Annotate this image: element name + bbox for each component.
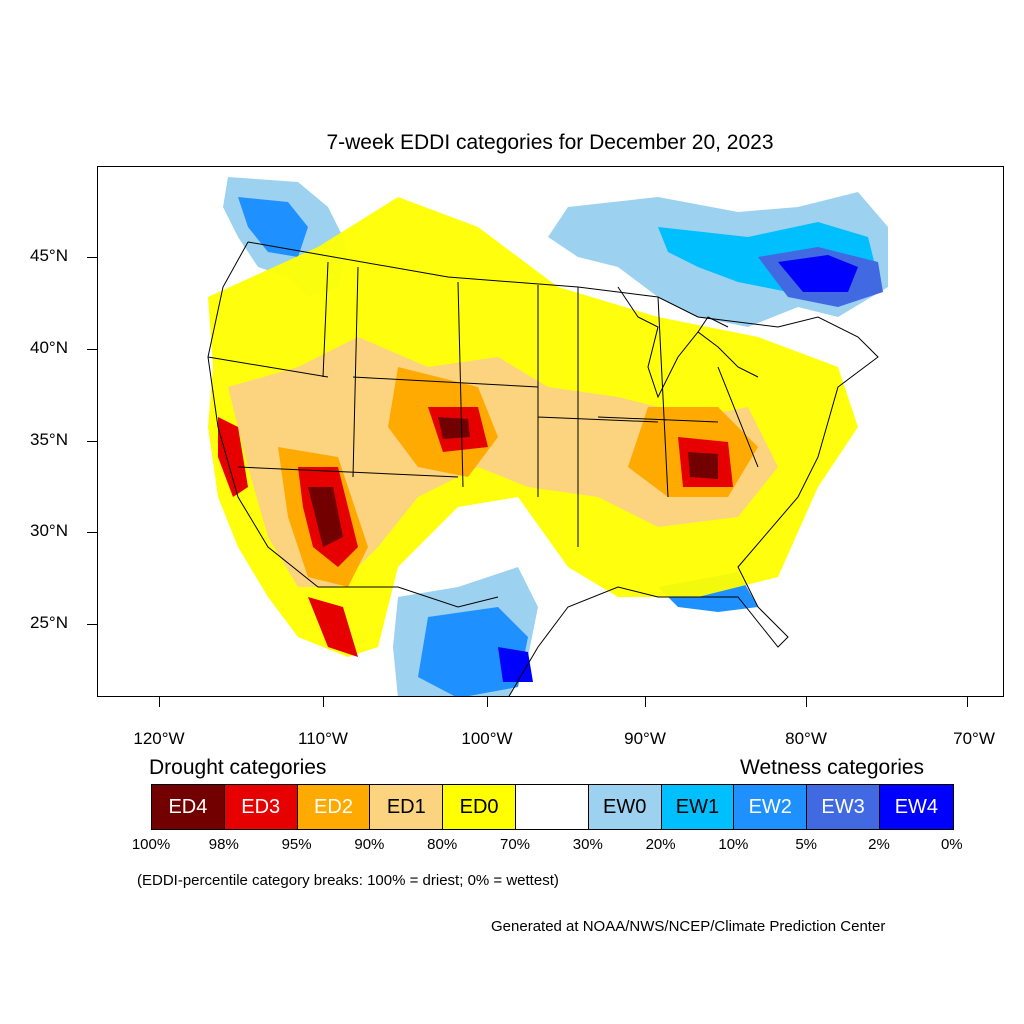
eddi-map bbox=[97, 166, 1004, 697]
map-canvas bbox=[207, 177, 888, 696]
percent-break-label: 80% bbox=[427, 836, 458, 853]
conus-outline bbox=[207, 241, 879, 696]
map-title: 7-week EDDI categories for December 20, … bbox=[326, 131, 774, 154]
ed3-baja bbox=[308, 597, 358, 657]
legend-box-neutral bbox=[515, 785, 589, 829]
lon-tick-110 bbox=[323, 697, 324, 707]
lon-label-70: 70°W bbox=[953, 729, 995, 748]
percent-break-label: 70% bbox=[499, 836, 531, 853]
lat-tick-35 bbox=[87, 441, 97, 442]
lon-tick-70 bbox=[967, 697, 968, 707]
legend-box-ew4: EW4 bbox=[879, 785, 953, 829]
ed4-kansas bbox=[438, 417, 470, 439]
lat-label-45: 45°N bbox=[30, 246, 68, 265]
percent-break-label: 30% bbox=[572, 836, 603, 853]
ed3-california bbox=[218, 417, 248, 497]
drought-regions bbox=[208, 197, 858, 657]
lon-label-80: 80°W bbox=[785, 729, 827, 748]
ed1-central bbox=[228, 337, 778, 587]
lon-label-110: 110°W bbox=[298, 729, 348, 748]
wetness-categories-title: Wetness categories bbox=[740, 756, 925, 779]
credit-line: Generated at NOAA/NWS/NCEP/Climate Predi… bbox=[491, 918, 886, 935]
legend-box-ed4: ED4 bbox=[152, 785, 225, 829]
percent-break-label: 100% bbox=[131, 836, 171, 853]
lat-tick-40 bbox=[87, 349, 97, 350]
legend-box-ew3: EW3 bbox=[807, 785, 880, 829]
percent-break-label: 95% bbox=[281, 836, 312, 853]
northeast-wet-ew4 bbox=[778, 255, 858, 292]
drought-categories-title: Drought categories bbox=[149, 756, 327, 779]
ed4-kentucky bbox=[688, 452, 718, 479]
borders bbox=[207, 241, 879, 696]
lat-label-30: 30°N bbox=[30, 521, 68, 540]
lon-tick-80 bbox=[806, 697, 807, 707]
lon-tick-100 bbox=[487, 697, 488, 707]
lon-label-90: 90°W bbox=[624, 729, 666, 748]
percent-break-label: 98% bbox=[208, 836, 239, 853]
category-note: (EDDI-percentile category breaks: 100% =… bbox=[137, 872, 559, 889]
legend-box-ed2: ED2 bbox=[297, 785, 371, 829]
lon-label-100: 100°W bbox=[461, 729, 513, 748]
legend-box-ed0: ED0 bbox=[443, 785, 516, 829]
legend-box-ew2: EW2 bbox=[734, 785, 808, 829]
percent-break-label: 10% bbox=[718, 836, 749, 853]
percent-break-label: 90% bbox=[354, 836, 385, 853]
lon-tick-120 bbox=[159, 697, 160, 707]
lon-tick-90 bbox=[645, 697, 646, 707]
texas-wet-ew4 bbox=[498, 647, 533, 682]
northwest-wet-ew1 bbox=[238, 197, 308, 257]
ed4-southwest bbox=[308, 487, 343, 547]
legend-box-ed1: ED1 bbox=[370, 785, 444, 829]
percent-break-label: 2% bbox=[868, 836, 890, 853]
lat-tick-45 bbox=[87, 257, 97, 258]
state-lines bbox=[207, 261, 759, 547]
lon-label-120: 120°W bbox=[133, 729, 185, 748]
lat-tick-25 bbox=[87, 624, 97, 625]
lat-label-40: 40°N bbox=[30, 338, 68, 357]
legend-box-ew1: EW1 bbox=[661, 785, 735, 829]
legend-bar: ED4 ED3 ED2 ED1 ED0 EW0 EW1 EW2 EW3 EW4 bbox=[151, 784, 954, 830]
legend-box-ew0: EW0 bbox=[588, 785, 662, 829]
percent-break-label: 5% bbox=[795, 836, 818, 853]
great-lakes bbox=[617, 286, 759, 399]
lat-label-35: 35°N bbox=[30, 430, 68, 449]
percent-break-label: 0% bbox=[940, 836, 963, 853]
lat-label-25: 25°N bbox=[30, 613, 68, 632]
lat-tick-30 bbox=[87, 532, 97, 533]
legend-box-ed3: ED3 bbox=[224, 785, 298, 829]
percent-break-label: 20% bbox=[645, 836, 676, 853]
texas-wet-ew2 bbox=[418, 607, 528, 696]
